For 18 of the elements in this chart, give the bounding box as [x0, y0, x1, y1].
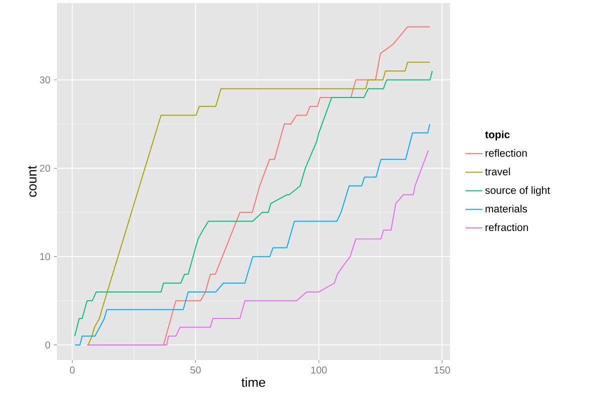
line-series: [74, 124, 430, 346]
y-axis-title: count: [28, 166, 37, 197]
legend-title: topic: [485, 130, 510, 140]
legend-label: materials: [486, 204, 528, 212]
y-tick-label: 20: [40, 164, 50, 172]
y-tick-label: 10: [40, 253, 50, 260]
legend-label: source of light: [485, 186, 550, 196]
x-tick-label: 150: [434, 366, 450, 374]
y-tick-label: 30: [40, 76, 50, 84]
legend-label: refraction: [486, 223, 528, 232]
legend-label: reflection: [486, 149, 527, 157]
line-series: [86, 150, 429, 346]
x-axis-title: time: [241, 377, 266, 387]
legend-label: travel: [485, 168, 510, 176]
x-tick-label: 0: [70, 366, 75, 374]
x-tick-label: 100: [311, 366, 327, 374]
y-tick-label: 0: [45, 341, 50, 348]
x-tick-label: 50: [190, 366, 201, 374]
